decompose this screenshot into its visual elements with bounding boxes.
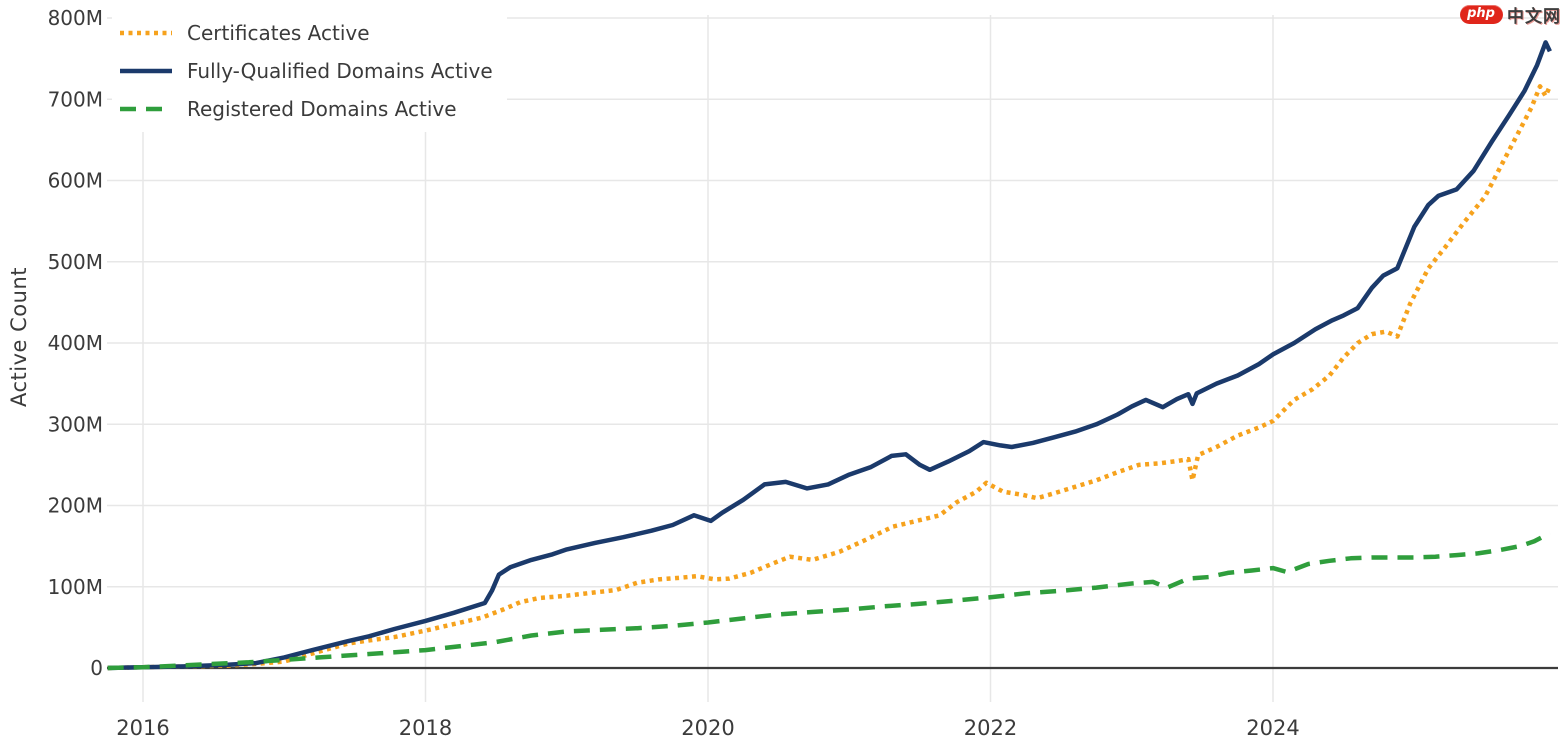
x-tick-label: 2020: [681, 716, 734, 740]
y-tick-label: 100M: [48, 575, 103, 599]
y-tick-label: 600M: [48, 169, 103, 193]
series-line-certificates: [107, 84, 1552, 671]
y-tick-label: 700M: [48, 87, 103, 111]
y-tick-label: 400M: [48, 331, 103, 355]
legend-label-fqdn: Fully-Qualified Domains Active: [187, 59, 493, 83]
x-tick-label: 2016: [116, 716, 169, 740]
y-tick-label: 300M: [48, 412, 103, 436]
series-line-fqdn: [107, 40, 1552, 671]
y-tick-label: 500M: [48, 250, 103, 274]
php-logo-text: 中文网: [1507, 7, 1561, 27]
x-tick-label: 2018: [399, 716, 452, 740]
fqdn-line-swatch: [120, 68, 172, 74]
x-tick-label: 2022: [964, 716, 1017, 740]
y-tick-label: 800M: [48, 6, 103, 30]
series-line-registered: [107, 531, 1551, 671]
legend-label-registered: Registered Domains Active: [187, 97, 457, 121]
certificates-line-swatch: [120, 30, 172, 36]
legend-item-fqdn[interactable]: Fully-Qualified Domains Active: [118, 52, 493, 90]
legend-item-registered[interactable]: Registered Domains Active: [118, 90, 493, 128]
legend-label-certificates: Certificates Active: [187, 21, 370, 45]
y-tick-label: 200M: [48, 494, 103, 518]
y-axis-title: Active Count: [7, 267, 31, 407]
y-tick-label: 0: [90, 656, 103, 680]
legend: Certificates Active Fully-Qualified Doma…: [112, 12, 507, 132]
php-site-logo[interactable]: php 中文网: [1460, 2, 1561, 27]
php-logo-badge: php: [1460, 5, 1503, 24]
registered-line-swatch: [120, 106, 172, 112]
x-tick-label: 2024: [1246, 716, 1299, 740]
legend-item-certificates[interactable]: Certificates Active: [118, 14, 493, 52]
